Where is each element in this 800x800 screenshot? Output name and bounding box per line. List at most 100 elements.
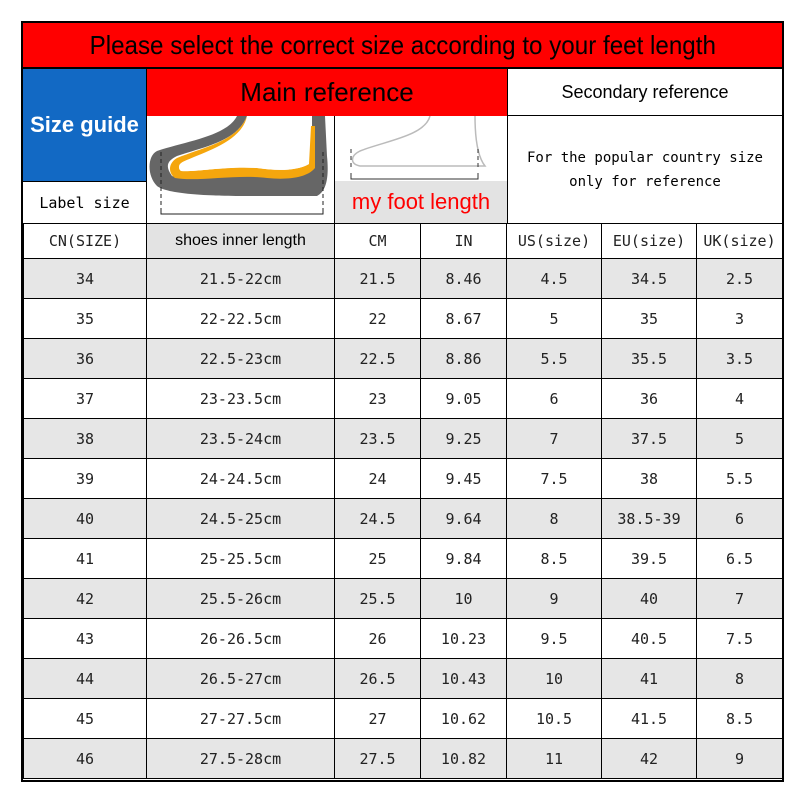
foot-illustration	[335, 115, 507, 181]
cell-eu-size: 35.5	[601, 338, 697, 379]
main-reference-header: Main reference	[147, 69, 507, 116]
header-in: IN	[420, 223, 507, 259]
cell-cm: 25	[334, 538, 421, 579]
cell-cm: 22.5	[334, 338, 421, 379]
table-header-row: CN(SIZE) shoes inner length CM IN US(siz…	[23, 223, 783, 259]
cell-cn-size: 46	[23, 738, 147, 779]
table-row: 36 22.5-23cm 22.5 8.86 5.5 35.5 3.5	[23, 338, 783, 379]
cell-us-size: 11	[506, 738, 602, 779]
header-cn-size: CN(SIZE)	[23, 223, 147, 259]
cell-in: 8.67	[420, 298, 507, 339]
table-row: 39 24-24.5cm 24 9.45 7.5 38 5.5	[23, 458, 783, 499]
table-row: 44 26.5-27cm 26.5 10.43 10 41 8	[23, 658, 783, 699]
cell-eu-size: 40	[601, 578, 697, 619]
cell-cn-size: 41	[23, 538, 147, 579]
cell-uk-size: 5.5	[696, 458, 783, 499]
cell-eu-size: 41.5	[601, 698, 697, 739]
cell-eu-size: 36	[601, 378, 697, 419]
cell-uk-size: 2.5	[696, 258, 783, 299]
cell-cm: 25.5	[334, 578, 421, 619]
cell-in: 9.05	[420, 378, 507, 419]
chart-title-bar: Please select the correct size according…	[23, 23, 782, 69]
cell-cm: 23	[334, 378, 421, 419]
cell-cm: 21.5	[334, 258, 421, 299]
cell-eu-size: 35	[601, 298, 697, 339]
cell-uk-size: 7	[696, 578, 783, 619]
cell-eu-size: 40.5	[601, 618, 697, 659]
cell-us-size: 8	[506, 498, 602, 539]
cell-us-size: 5	[506, 298, 602, 339]
cell-us-size: 10	[506, 658, 602, 699]
size-guide-label: Size guide	[23, 69, 147, 181]
table-row: 34 21.5-22cm 21.5 8.46 4.5 34.5 2.5	[23, 258, 783, 299]
cell-cn-size: 37	[23, 378, 147, 419]
table-row: 46 27.5-28cm 27.5 10.82 11 42 9	[23, 738, 783, 779]
cell-cn-size: 38	[23, 418, 147, 459]
cell-shoes-inner-length: 24-24.5cm	[146, 458, 335, 499]
cell-cn-size: 40	[23, 498, 147, 539]
cell-cn-size: 42	[23, 578, 147, 619]
cell-cn-size: 45	[23, 698, 147, 739]
cell-uk-size: 6.5	[696, 538, 783, 579]
table-row: 42 25.5-26cm 25.5 10 9 40 7	[23, 578, 783, 619]
cell-cm: 26	[334, 618, 421, 659]
cell-shoes-inner-length: 27-27.5cm	[146, 698, 335, 739]
cell-shoes-inner-length: 24.5-25cm	[146, 498, 335, 539]
cell-shoes-inner-length: 23.5-24cm	[146, 418, 335, 459]
cell-cm: 23.5	[334, 418, 421, 459]
size-table: CN(SIZE) shoes inner length CM IN US(siz…	[23, 223, 783, 779]
cell-shoes-inner-length: 27.5-28cm	[146, 738, 335, 779]
cell-in: 10.23	[420, 618, 507, 659]
table-row: 43 26-26.5cm 26 10.23 9.5 40.5 7.5	[23, 618, 783, 659]
header-eu: EU(size)	[601, 223, 697, 259]
cell-in: 10.62	[420, 698, 507, 739]
cell-eu-size: 34.5	[601, 258, 697, 299]
cell-in: 10.82	[420, 738, 507, 779]
table-row: 35 22-22.5cm 22 8.67 5 35 3	[23, 298, 783, 339]
cell-cm: 27	[334, 698, 421, 739]
shoe-insole-illustration	[147, 116, 335, 223]
header-uk: UK(size)	[696, 223, 783, 259]
secondary-reference-header: Secondary reference	[507, 69, 782, 116]
cell-us-size: 5.5	[506, 338, 602, 379]
cell-us-size: 6	[506, 378, 602, 419]
cell-eu-size: 37.5	[601, 418, 697, 459]
table-row: 41 25-25.5cm 25 9.84 8.5 39.5 6.5	[23, 538, 783, 579]
cell-cn-size: 35	[23, 298, 147, 339]
cell-uk-size: 5	[696, 418, 783, 459]
cell-in: 9.45	[420, 458, 507, 499]
cell-in: 8.46	[420, 258, 507, 299]
cell-uk-size: 7.5	[696, 618, 783, 659]
cell-us-size: 9	[506, 578, 602, 619]
cell-cm: 22	[334, 298, 421, 339]
cell-uk-size: 8	[696, 658, 783, 699]
header-shoes-inner-length: shoes inner length	[146, 223, 335, 259]
cell-us-size: 9.5	[506, 618, 602, 659]
cell-uk-size: 3.5	[696, 338, 783, 379]
cell-eu-size: 39.5	[601, 538, 697, 579]
cell-uk-size: 6	[696, 498, 783, 539]
cell-shoes-inner-length: 22.5-23cm	[146, 338, 335, 379]
cell-uk-size: 4	[696, 378, 783, 419]
cell-in: 9.84	[420, 538, 507, 579]
cell-shoes-inner-length: 22-22.5cm	[146, 298, 335, 339]
cell-eu-size: 38	[601, 458, 697, 499]
cell-cn-size: 43	[23, 618, 147, 659]
cell-uk-size: 9	[696, 738, 783, 779]
cell-shoes-inner-length: 26.5-27cm	[146, 658, 335, 699]
cell-us-size: 4.5	[506, 258, 602, 299]
cell-eu-size: 38.5-39	[601, 498, 697, 539]
table-row: 45 27-27.5cm 27 10.62 10.5 41.5 8.5	[23, 698, 783, 739]
cell-cn-size: 39	[23, 458, 147, 499]
cell-in: 10.43	[420, 658, 507, 699]
my-foot-length-label: my foot length	[335, 181, 507, 223]
cell-in: 10	[420, 578, 507, 619]
cell-eu-size: 42	[601, 738, 697, 779]
cell-cm: 27.5	[334, 738, 421, 779]
cell-in: 8.86	[420, 338, 507, 379]
cell-us-size: 7.5	[506, 458, 602, 499]
header-cm: CM	[334, 223, 421, 259]
cell-cm: 24	[334, 458, 421, 499]
cell-us-size: 10.5	[506, 698, 602, 739]
table-row: 40 24.5-25cm 24.5 9.64 8 38.5-39 6	[23, 498, 783, 539]
